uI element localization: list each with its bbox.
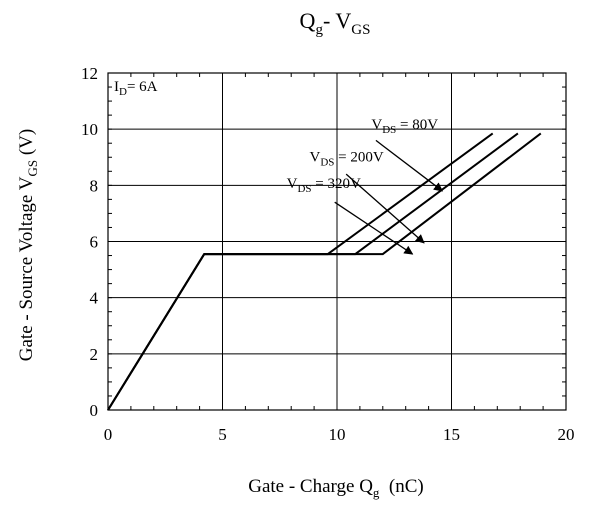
- series-label-1: VDS = 200V: [310, 149, 384, 168]
- x-tick-label: 5: [218, 425, 227, 444]
- y-tick-label: 12: [81, 64, 98, 83]
- y-tick-label: 4: [90, 289, 99, 308]
- series-line-1: [107, 132, 519, 411]
- series-line-2: [107, 132, 542, 411]
- series-line-0: [107, 132, 494, 411]
- y-tick-label: 0: [90, 401, 99, 420]
- series-arrow-0: [375, 139, 444, 192]
- x-tick-label: 10: [329, 425, 346, 444]
- y-axis-label: Gate - Source Voltage VGS (V): [16, 129, 40, 361]
- series-arrow-2: [334, 201, 414, 255]
- x-tick-label: 15: [443, 425, 460, 444]
- chart-title: Qg- VGS: [300, 8, 371, 38]
- condition-label: ID= 6A: [114, 79, 158, 98]
- grid: [107, 72, 567, 411]
- x-tick-label: 20: [558, 425, 575, 444]
- plot-area-frame: [107, 72, 567, 411]
- y-tick-label: 10: [81, 120, 98, 139]
- y-tick-label: 2: [90, 345, 99, 364]
- y-tick-label: 6: [90, 233, 99, 252]
- series-annotations: VDS = 80V VDS = 200V VDS = 320V: [287, 117, 444, 255]
- x-axis-label: Gate - Charge Qg (nC): [248, 476, 424, 500]
- x-tick-label: 0: [104, 425, 113, 444]
- series-label-2: VDS = 320V: [287, 176, 361, 195]
- y-tick-label: 8: [90, 176, 99, 195]
- tick-labels: 0 5 10 15 20 0 2 4 6 8 10 12: [81, 64, 575, 444]
- series-arrow-1: [345, 173, 425, 244]
- series-lines: [107, 132, 542, 411]
- series-label-0: VDS = 80V: [371, 117, 438, 136]
